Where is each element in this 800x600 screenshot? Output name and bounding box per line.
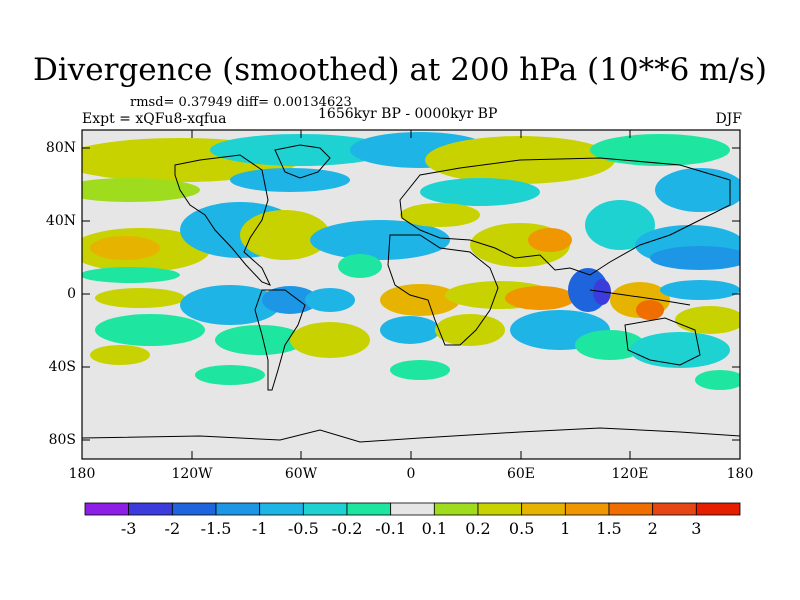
colorbar-label: 0.2 — [465, 519, 491, 538]
contour-region — [505, 286, 575, 310]
y-tick-label: 80S — [48, 432, 76, 448]
contour-region — [210, 134, 390, 166]
contour-region — [90, 345, 150, 365]
colorbar-swatch — [521, 502, 566, 516]
contour-region — [95, 314, 205, 346]
x-tick-label: 180 — [68, 466, 96, 482]
contour-region — [630, 332, 730, 368]
season-label: DJF — [715, 111, 742, 127]
maritime-continent-outline — [589, 289, 691, 306]
colorbar-swatch — [652, 502, 697, 516]
colorbar-swatch — [477, 502, 523, 516]
colorbar-swatch — [259, 502, 304, 516]
south-america-outline — [254, 289, 306, 391]
contour-region — [380, 316, 440, 344]
contour-region — [215, 325, 305, 355]
colorbar-label: 1.5 — [596, 519, 622, 538]
colorbar-label: -1.5 — [200, 519, 232, 538]
contour-region — [675, 306, 740, 334]
x-tick-label: 0 — [406, 466, 416, 482]
contour-region — [660, 280, 740, 300]
colorbar-swatch — [608, 502, 654, 516]
contour-region — [636, 300, 664, 320]
contour-region — [195, 365, 265, 385]
stats-text: rmsd= 0.37949 diff= 0.00134623 — [130, 95, 352, 110]
axis-ticks — [82, 130, 740, 459]
chart-title: Divergence (smoothed) at 200 hPa (10**6 … — [33, 52, 767, 88]
contour-region — [290, 322, 370, 358]
colorbar-label: -0.2 — [331, 519, 363, 538]
contour-region — [380, 284, 460, 316]
contour-region — [435, 314, 505, 346]
colorbar-label: 1 — [560, 519, 571, 538]
colorbar-label: 0.5 — [508, 519, 535, 538]
y-tick-label: 0 — [67, 286, 76, 302]
period-label: 1656kyr BP - 0000kyr BP — [318, 106, 498, 122]
contour-region — [650, 246, 740, 270]
y-tick-label: 40S — [48, 359, 76, 375]
eurasia-outline — [399, 157, 731, 276]
contour-region — [82, 267, 180, 283]
contour-region — [420, 178, 540, 206]
colorbar-swatch — [302, 502, 348, 516]
contour-region — [310, 220, 450, 260]
experiment-label: Expt = xQFu8-xqfua — [82, 111, 227, 127]
x-tick-label: 60W — [284, 466, 318, 482]
contour-region — [390, 360, 450, 380]
colorbar-swatch — [390, 502, 435, 516]
x-tick-label: 120W — [171, 466, 213, 482]
contour-region — [305, 288, 355, 312]
antarctica-outline — [82, 427, 740, 443]
contour-region — [338, 254, 382, 278]
colorbar-label: -3 — [120, 519, 137, 538]
contour-field — [82, 130, 740, 459]
colorbar-swatch — [84, 502, 130, 516]
colorbar-label: 2 — [647, 519, 658, 538]
colorbar — [84, 502, 741, 516]
colorbar-swatch — [695, 502, 741, 516]
colorbar-label: -2 — [164, 519, 181, 538]
contour-region — [528, 228, 572, 252]
australia-outline — [624, 317, 701, 366]
contour-region — [400, 203, 480, 227]
colorbar-label: -1 — [251, 519, 268, 538]
colorbar-label: 3 — [691, 519, 702, 538]
coastlines — [82, 144, 740, 443]
x-tick-label: 120E — [611, 466, 649, 482]
colorbar-swatch — [433, 502, 479, 516]
contour-region — [590, 134, 730, 166]
africa-outline — [387, 234, 499, 346]
contour-region — [585, 200, 655, 250]
colorbar-swatch — [128, 502, 173, 516]
colorbar-swatch — [346, 502, 392, 516]
y-tick-label: 40N — [45, 213, 76, 229]
colorbar-swatch — [564, 502, 610, 516]
contour-region — [575, 330, 645, 360]
y-tick-label: 80N — [45, 140, 76, 156]
contour-region — [230, 168, 350, 192]
contour-region — [240, 210, 330, 260]
colorbar-swatch — [215, 502, 261, 516]
contour-region — [82, 178, 200, 202]
contour-region — [95, 288, 185, 308]
contour-region — [655, 168, 740, 212]
contour-region — [695, 370, 740, 390]
x-tick-label: 180 — [726, 466, 754, 482]
greenland-outline — [274, 144, 331, 179]
colorbar-swatch — [171, 502, 217, 516]
contour-region — [180, 285, 280, 325]
colorbar-label: -0.5 — [287, 519, 319, 538]
contour-region — [90, 236, 160, 260]
north-america-outline — [174, 154, 271, 286]
colorbar-label: 0.1 — [421, 519, 448, 538]
colorbar-label: -0.1 — [375, 519, 407, 538]
x-tick-label: 60E — [506, 466, 536, 482]
